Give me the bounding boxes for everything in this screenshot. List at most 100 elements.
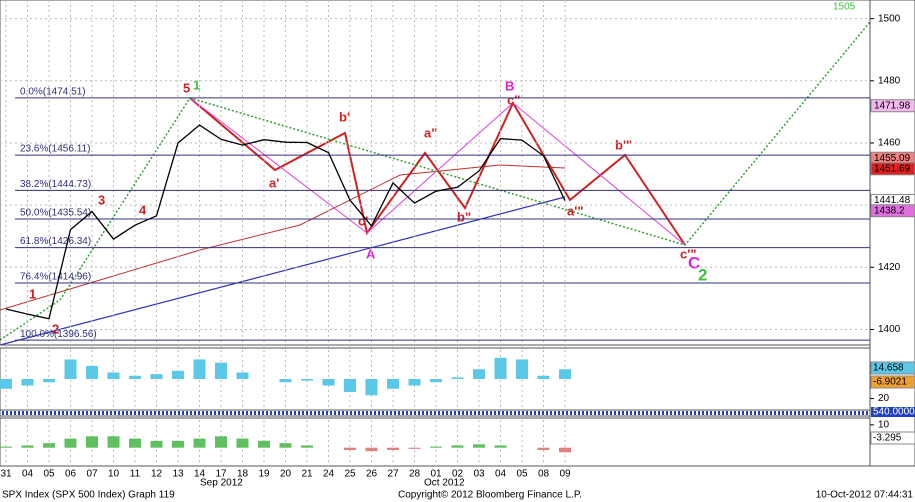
volume-bar — [286, 411, 288, 415]
volume-bar — [198, 411, 200, 415]
y-tick-label: 1500 — [878, 13, 901, 24]
volume-bar — [154, 411, 156, 415]
fib-label: 61.8%(1426.34) — [20, 236, 91, 247]
indicator-bar — [387, 379, 399, 389]
wave-label: c'" — [680, 246, 697, 261]
volume-bar — [250, 411, 252, 415]
volume-bar — [134, 411, 136, 415]
volume-bar — [6, 411, 8, 415]
volume-bar — [746, 411, 748, 415]
price-tag — [870, 162, 915, 176]
wave-labels: 1 5 3 4 1 2 a' b' c' A a" b" c" B a'" b'… — [29, 2, 889, 337]
fib-label: 38.2%(1444.73) — [20, 179, 91, 190]
volume-bar — [706, 411, 708, 415]
indicator-bar — [322, 379, 335, 386]
volume-bar — [858, 411, 860, 415]
volume-bar — [726, 411, 728, 415]
volume-bar — [454, 411, 456, 415]
volume-bar — [122, 411, 124, 415]
indicator-bar — [365, 379, 378, 396]
indicator-bar — [43, 443, 55, 448]
volume-bar — [842, 411, 844, 415]
volume-bar — [714, 411, 716, 415]
wave-label: a' — [269, 175, 279, 190]
fib-label: 100.0%(1396.56) — [20, 329, 97, 340]
volume-bar — [538, 411, 540, 415]
volume-bar — [750, 411, 752, 415]
volume-bar — [614, 411, 616, 415]
volume-bar — [346, 411, 348, 415]
wave-label: 5 — [183, 80, 190, 95]
volume-bar — [334, 411, 336, 415]
volume-bar — [430, 411, 432, 415]
volume-bar — [682, 411, 684, 415]
x-tick-label: 19 — [258, 469, 270, 480]
volume-bar — [698, 411, 700, 415]
volume-bar — [186, 411, 188, 415]
volume-bar — [678, 411, 680, 415]
indicator-tag — [870, 431, 915, 445]
wave-label: 2 — [698, 265, 707, 284]
volume-bar — [642, 411, 644, 415]
volume-bar — [514, 411, 516, 415]
indicator-bar — [365, 447, 378, 452]
volume-bar — [394, 411, 396, 415]
volume-bar — [150, 411, 152, 415]
volume-bar — [22, 411, 24, 415]
volume-bar — [534, 411, 536, 415]
volume-bar — [342, 411, 344, 415]
volume-bar — [110, 411, 112, 415]
volume-bar — [814, 411, 816, 415]
volume-bar — [638, 411, 640, 415]
volume-bar — [206, 411, 208, 415]
y-tick-label: 1400 — [878, 324, 901, 335]
volume-bar — [398, 411, 400, 415]
indicator-bar — [64, 359, 77, 379]
volume-bar — [478, 411, 480, 415]
volume-bar — [126, 411, 128, 415]
volume-bar — [806, 411, 808, 415]
volume-bar — [350, 411, 352, 415]
volume-bar — [298, 411, 300, 415]
volume-bar — [794, 411, 796, 415]
volume-bar — [386, 411, 388, 415]
fib-label: 0.0%(1474.51) — [20, 87, 86, 98]
volume-bar — [778, 411, 780, 415]
volume-bar — [70, 411, 72, 415]
volume-bar — [486, 411, 488, 415]
volume-bar — [762, 411, 764, 415]
volume-bar — [434, 411, 436, 415]
volume-bar — [414, 411, 416, 415]
price-line — [5, 124, 566, 320]
volume-bar — [466, 411, 468, 415]
volume-bar — [566, 411, 568, 415]
volume-bar — [190, 411, 192, 415]
volume-bar — [426, 411, 428, 415]
indicator-bar — [107, 372, 120, 379]
volume-bar — [422, 411, 424, 415]
volume-bar — [254, 411, 256, 415]
volume-bar — [2, 411, 4, 415]
volume-bar — [358, 411, 360, 415]
volume-bar — [602, 411, 604, 415]
indicator-bar — [344, 379, 356, 393]
volume-bar — [54, 411, 56, 415]
fib-label: 50.0%(1435.54) — [20, 208, 91, 219]
volume-bar — [702, 411, 704, 415]
volume-bar — [170, 411, 172, 415]
x-tick-label: 21 — [301, 469, 313, 480]
volume-bar — [354, 411, 356, 415]
x-tick-label: 01 — [430, 469, 442, 480]
price-tag-label: 1438.2 — [874, 205, 905, 216]
volume-bar — [658, 411, 660, 415]
x-tick-label: 12 — [151, 469, 163, 480]
x-tick-label: 06 — [65, 469, 77, 480]
volume-bar — [866, 411, 868, 415]
volume-bar — [74, 411, 76, 415]
volume-bar — [234, 411, 236, 415]
x-tick-label: 11 — [130, 469, 141, 480]
x-tick-label: 20 — [280, 469, 292, 480]
volume-bar — [10, 411, 12, 415]
indicator-bar — [537, 447, 550, 450]
volume-bar — [26, 411, 28, 415]
